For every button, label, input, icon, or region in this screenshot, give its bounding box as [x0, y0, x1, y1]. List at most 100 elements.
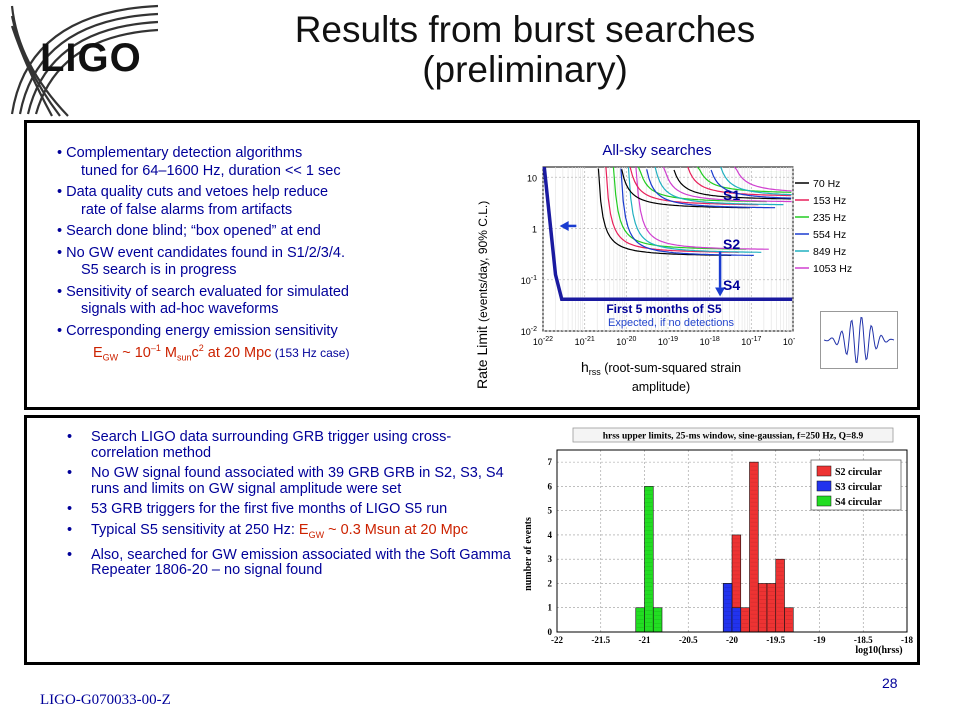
page-number: 28 — [882, 675, 898, 691]
hist-legend-swatch — [816, 465, 832, 477]
energy-sensitivity: EGW ~ 10–1 Msunc2 at 20 Mpc (153 Hz case… — [93, 343, 350, 363]
allsky-xtick-label: 10-18 — [700, 336, 720, 347]
hist-ylabel: number of events — [523, 517, 534, 591]
allsky-xtick-label: 10-16 — [783, 336, 795, 347]
hist-legend-swatch — [816, 495, 832, 507]
waveform-curve — [823, 316, 895, 364]
hist-ytick-label: 1 — [548, 603, 553, 613]
bottom-bullet-5: Also, searched for GW emission associate… — [67, 547, 517, 579]
hist-xtick-label: -18 — [901, 635, 913, 645]
allsky-xlabel: hrss (root-sum-squared strain — [581, 359, 741, 377]
bottom-bullet-2: No GW signal found associated with 39 GR… — [67, 465, 517, 497]
allsky-legend-label: 554 Hz — [813, 229, 846, 241]
allsky-sensitivity-curve — [720, 166, 792, 196]
sine-gaussian-waveform-inset — [820, 311, 898, 369]
allsky-sensitivity-curve — [734, 166, 792, 192]
allsky-sensitivity-curve — [620, 168, 754, 256]
allsky-legend-label: 70 Hz — [813, 178, 840, 190]
hist-ytick-label: 7 — [548, 457, 553, 467]
s5-label: First 5 months of S5 — [606, 302, 722, 316]
allsky-xtick-label: 10-17 — [741, 336, 761, 347]
top-bullet-list: • Complementary detection algorithms tune… — [57, 145, 447, 371]
hist-bar — [775, 558, 785, 633]
allsky-chart: All-sky searches Rate Limit(events/day, … — [474, 142, 795, 394]
allsky-legend-label: 235 Hz — [813, 212, 846, 224]
top-bullet-4: • No GW event candidates found in S1/2/3… — [57, 244, 345, 279]
hist-xtick-label: -21 — [639, 635, 651, 645]
allsky-xtick-label: 10-20 — [616, 336, 636, 347]
hist-legend-swatch — [816, 480, 832, 492]
hist-xtick-label: -22 — [551, 635, 563, 645]
hist-ytick-label: 0 — [548, 627, 553, 637]
hist-ytick-label: 2 — [548, 578, 553, 588]
hist-ytick-label: 4 — [548, 530, 553, 540]
allsky-sensitivity-curve — [646, 169, 776, 209]
s5-arrow-left-head — [559, 220, 569, 231]
allsky-sensitivity-curve — [629, 166, 759, 206]
s1-label: S1 — [723, 187, 740, 203]
allsky-curves — [542, 166, 793, 301]
document-id: LIGO-G070033-00-Z — [40, 692, 171, 708]
top-panel: • Complementary detection algorithms tune… — [24, 120, 920, 410]
top-bullet-1: • Complementary detection algorithms tune… — [57, 145, 341, 179]
allsky-sensitivity-curve — [662, 166, 792, 203]
bottom-bullet-4: Typical S5 sensitivity at 250 Hz: EGW ~ … — [67, 522, 517, 543]
allsky-ytick-label: 10 — [527, 173, 537, 183]
title-line-2: (preliminary) — [422, 49, 628, 90]
ligo-logo-text: LIGO — [40, 36, 142, 80]
hist-legend-label: S3 circular — [835, 482, 882, 493]
hist-xtick-label: -20 — [726, 635, 738, 645]
s2-label: S2 — [723, 236, 740, 252]
top-bullet-6: • Corresponding energy emission sensitiv… — [57, 323, 447, 368]
allsky-ytick-label: 1 — [532, 225, 537, 235]
allsky-legend-label: 1053 Hz — [813, 263, 852, 275]
hist-bar — [722, 583, 733, 633]
hist-ytick-label: 5 — [548, 506, 553, 516]
hist-xtick-label: -18.5 — [854, 635, 873, 645]
grb-histogram: hrss upper limits, 25-ms window, sine-ga… — [523, 427, 914, 656]
allsky-xlabel-line2: amplitude) — [632, 380, 690, 394]
allsky-ticks: 10-22 10-21 10-20 10-19 10-18 10-17 10-16 10 1 10… — [521, 173, 795, 347]
hist-plot-frame — [556, 449, 908, 633]
allsky-xtick-label: 10-22 — [533, 336, 553, 347]
hist-legend-label: S4 circular — [835, 497, 882, 508]
allsky-sensitivity-curve — [627, 166, 762, 253]
hist-ytick-label: 6 — [548, 481, 553, 491]
allsky-xtick-label: 10-21 — [575, 336, 595, 347]
s5-expected-curve — [542, 166, 793, 301]
hist-bars — [635, 461, 794, 633]
bottom-panel: Search LIGO data surrounding GRB trigger… — [24, 415, 920, 665]
hist-xtick-label: -20.5 — [679, 635, 698, 645]
hist-title-box — [572, 427, 894, 443]
ligo-logo-arcs — [10, 4, 158, 117]
s5-arrow-down-head — [715, 287, 726, 297]
hist-legend: S2 circular S3 circular S4 circular — [810, 459, 902, 511]
allsky-sensitivity-curve — [635, 166, 769, 250]
expected-label: Expected, if no detections — [608, 317, 734, 329]
allsky-legend-label: 849 Hz — [813, 246, 846, 258]
allsky-sensitivity-curve — [621, 169, 751, 209]
hist-xtick-label: -19 — [814, 635, 826, 645]
slide-title: Results from burst searches (preliminary… — [230, 10, 820, 90]
hist-bar — [757, 583, 768, 633]
allsky-legend-label: 153 Hz — [813, 195, 846, 207]
title-line-1: Results from burst searches — [294, 9, 756, 50]
hist-bar — [749, 461, 759, 633]
hist-ytick-label: 3 — [548, 554, 553, 564]
s4-label: S4 — [723, 277, 740, 293]
allsky-legend: 70 Hz 153 Hz 235 Hz 554 Hz 849 Hz 1053 Hz — [795, 178, 852, 275]
allsky-xtick-label: 10-19 — [658, 336, 678, 347]
allsky-ylabel: Rate Limit(events/day, 90% C.L.) — [474, 201, 490, 389]
hist-bar — [766, 583, 777, 633]
allsky-ytick-label: 10-2 — [521, 326, 537, 337]
bottom-bullet-list: Search LIGO data surrounding GRB trigger… — [67, 429, 517, 584]
hist-legend-label: S2 circular — [835, 467, 882, 478]
hist-title: hrss upper limits, 25-ms window, sine-ga… — [603, 432, 864, 442]
bottom-bullet-3: 53 GRB triggers for the first five month… — [67, 501, 517, 518]
top-bullet-3: • Search done blind; “box opened” at end — [57, 223, 321, 239]
allsky-title: All-sky searches — [602, 142, 711, 159]
top-bullet-5: • Sensitivity of search evaluated for si… — [57, 283, 349, 318]
hist-ticks: -22 -21.5 -21 -20.5 -20 -19.5 -19 -18.5 -18 0 1 2 3 4… — [548, 457, 914, 645]
allsky-sensitivity-curve — [710, 169, 792, 199]
hist-xlabel: log10(hrss) — [855, 645, 902, 656]
